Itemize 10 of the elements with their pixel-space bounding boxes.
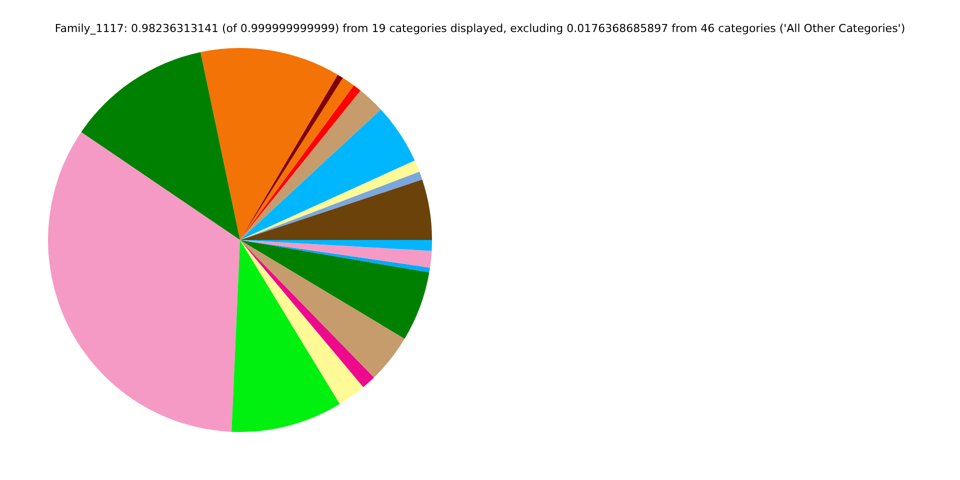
pie-slice <box>240 180 432 240</box>
pie-slice <box>81 52 240 240</box>
pie-slice <box>240 109 415 240</box>
pie-slice <box>232 240 340 432</box>
pie-slice <box>240 240 430 339</box>
pie-slice <box>240 240 364 404</box>
text: Family_1117: 0.98236313141 (of 0.999999999999) from 19 categories displayed, excluding 0.0176368685897 from 46 categories ('All Other Categories') <box>54 22 906 35</box>
pie-slice <box>240 172 422 240</box>
pie-slice <box>240 160 420 240</box>
pie-slice <box>240 240 374 388</box>
